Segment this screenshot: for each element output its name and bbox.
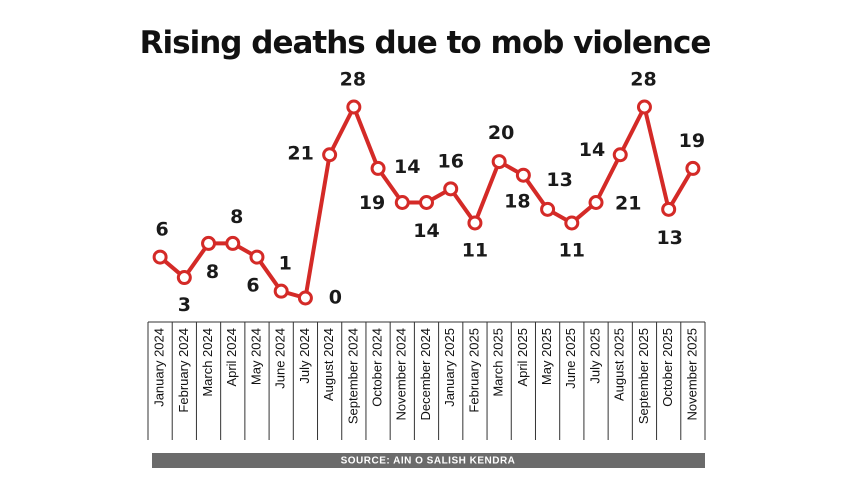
marker	[152, 249, 168, 265]
data-label: 28	[340, 69, 366, 91]
marker	[515, 167, 531, 183]
x-tick-label: June 2024	[273, 328, 288, 389]
data-label: 14	[413, 220, 439, 242]
x-tick-label: September 2025	[636, 328, 651, 424]
marker	[225, 235, 241, 251]
marker	[661, 201, 677, 217]
source: SOURCE: AIN O SALISH KENDRA	[341, 456, 516, 467]
x-tick-label: August 2025	[612, 328, 627, 401]
x-tick-label: January 2024	[152, 328, 167, 407]
marker	[467, 215, 483, 231]
marker	[370, 160, 386, 176]
x-tick-label: May 2025	[539, 328, 554, 385]
marker	[394, 195, 410, 210]
data-label: 1	[279, 253, 292, 275]
x-tick-label: March 2024	[200, 328, 215, 397]
x-tick-label: September 2024	[345, 328, 360, 424]
data-label: 20	[488, 122, 514, 144]
x-tick-label: November 2025	[684, 328, 699, 421]
x-tick-label: October 2024	[370, 328, 385, 407]
data-label: 19	[679, 130, 705, 152]
marker	[636, 99, 652, 115]
data-label: 14	[579, 139, 605, 161]
x-tick-label: March 2025	[491, 328, 506, 397]
marker	[564, 215, 580, 231]
source-bar	[152, 453, 705, 468]
x-tick-label: February 2024	[176, 328, 191, 413]
data-label: 14	[394, 156, 420, 178]
marker	[249, 249, 265, 265]
marker	[201, 235, 217, 251]
data-label: 19	[359, 192, 385, 214]
x-tick-label: August 2024	[321, 328, 336, 401]
x-tick-label: July 2024	[297, 328, 312, 384]
x-tick-label: April 2025	[515, 328, 530, 387]
marker	[419, 195, 434, 210]
data-label: 16	[437, 150, 463, 172]
x-tick-label: November 2024	[394, 328, 409, 421]
data-label: 8	[206, 261, 219, 283]
marker	[540, 201, 556, 217]
marker	[443, 181, 459, 197]
data-label: 0	[329, 287, 342, 309]
data-label: 8	[230, 206, 243, 228]
marker	[685, 160, 701, 176]
x-tick-label: October 2025	[660, 328, 675, 407]
marker	[176, 270, 192, 286]
x-tick-label: June 2025	[563, 328, 578, 389]
marker	[491, 154, 507, 170]
data-label: 11	[462, 239, 488, 261]
chart-title: Rising deaths due to mob violence	[140, 25, 711, 61]
data-label: 3	[178, 294, 191, 316]
x-tick-label: April 2024	[224, 328, 239, 387]
data-label: 11	[559, 239, 585, 261]
data-label: 18	[504, 191, 530, 213]
marker	[612, 147, 628, 163]
data-label: 28	[630, 69, 656, 91]
marker	[346, 99, 362, 115]
data-label: 13	[656, 227, 682, 249]
data-label: 6	[246, 275, 259, 297]
data-label: 21	[615, 192, 641, 214]
data-label: 6	[155, 219, 168, 241]
marker	[588, 195, 604, 210]
x-tick-label: July 2025	[587, 328, 602, 384]
marker	[322, 147, 338, 163]
x-tick-label: December 2024	[418, 328, 433, 421]
data-label: 21	[287, 142, 313, 164]
data-label: 13	[546, 169, 572, 191]
x-tick-label: February 2025	[466, 328, 481, 413]
marker	[297, 290, 313, 306]
x-tick-label: January 2025	[442, 328, 457, 407]
x-tick-label: May 2024	[248, 328, 263, 385]
marker	[273, 283, 289, 299]
